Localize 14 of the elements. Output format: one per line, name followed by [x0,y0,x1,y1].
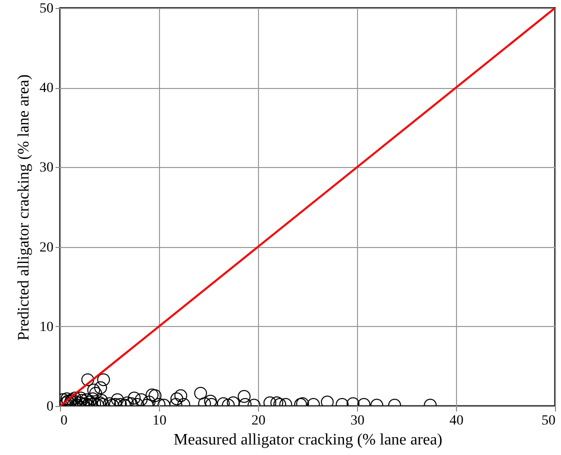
x-tick-label: 40 [450,414,464,428]
x-tick-label: 10 [152,414,166,428]
y-tick-label: 10 [40,320,54,335]
x-tick-label: 20 [252,414,266,428]
y-tick-label: 0 [46,400,54,414]
y-tick-label: 20 [40,240,54,256]
x-tick-label: 0 [60,414,68,428]
y-tick-label: 40 [40,81,54,96]
x-tick-label: 50 [542,414,556,428]
x-tick-label: 30 [350,414,364,428]
y-axis-title: Predicted alligator cracking (% lane area) [16,74,32,341]
x-axis-title: Measured alligator cracking (% lane area) [174,432,442,448]
y-tick-label: 50 [40,2,54,16]
y-tick-label: 30 [40,160,54,176]
